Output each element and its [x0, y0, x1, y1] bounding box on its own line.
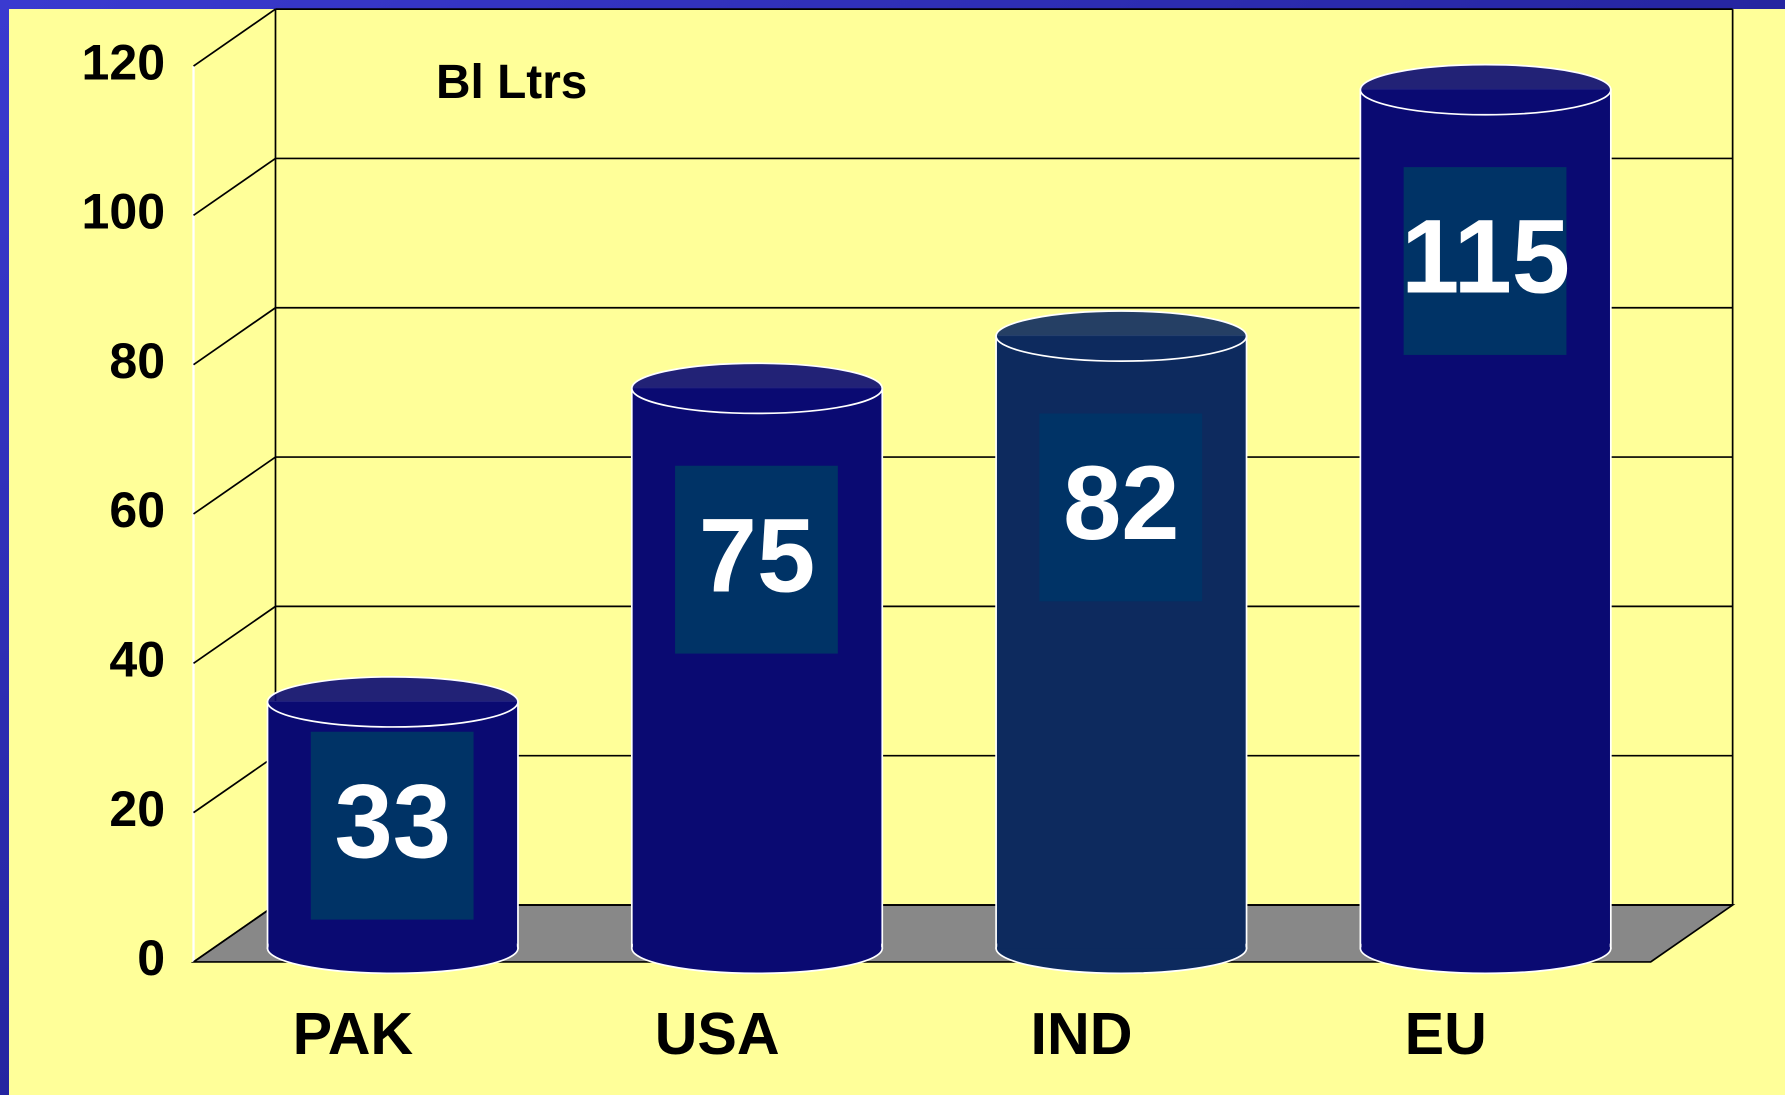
depth-line — [193, 456, 276, 515]
bar-top — [1359, 63, 1612, 116]
y-tick-label: 120 — [82, 34, 166, 90]
annotation: Bl Ltrs — [436, 56, 587, 109]
depth-line — [193, 754, 276, 814]
y-tick-label: 20 — [109, 781, 165, 837]
depth-line — [193, 157, 276, 217]
y-tick-label: 0 — [137, 930, 165, 986]
bar-top — [995, 310, 1248, 362]
bar-top — [630, 362, 884, 415]
value-label-box — [310, 731, 474, 920]
value-label-box — [675, 465, 838, 654]
value-label: 82 — [1063, 445, 1179, 562]
x-tick-label: PAK — [293, 1000, 414, 1067]
y-tick-label: 100 — [82, 184, 166, 240]
depth-line — [193, 904, 276, 963]
depth-line — [193, 605, 276, 665]
y-tick-label: 60 — [109, 482, 165, 538]
y-tick-label: 80 — [109, 333, 165, 389]
value-label: 75 — [699, 497, 815, 614]
y-tick-label: 40 — [109, 632, 165, 688]
bar-top — [266, 676, 519, 728]
depth-line — [193, 8, 276, 67]
value-label: 33 — [335, 763, 451, 880]
value-label-box — [1403, 167, 1567, 355]
x-tick-label: EU — [1405, 1000, 1487, 1067]
value-label: 115 — [1401, 199, 1570, 316]
depth-line — [193, 307, 276, 366]
plot: Bl Ltrs 0 20 40 60 80 100 120 PAK 33 USA 75 IND 82 EU… — [82, 8, 1736, 1067]
x-tick-label: IND — [1031, 1000, 1133, 1067]
value-label-box — [1039, 413, 1203, 602]
x-tick-label: USA — [655, 1000, 780, 1067]
